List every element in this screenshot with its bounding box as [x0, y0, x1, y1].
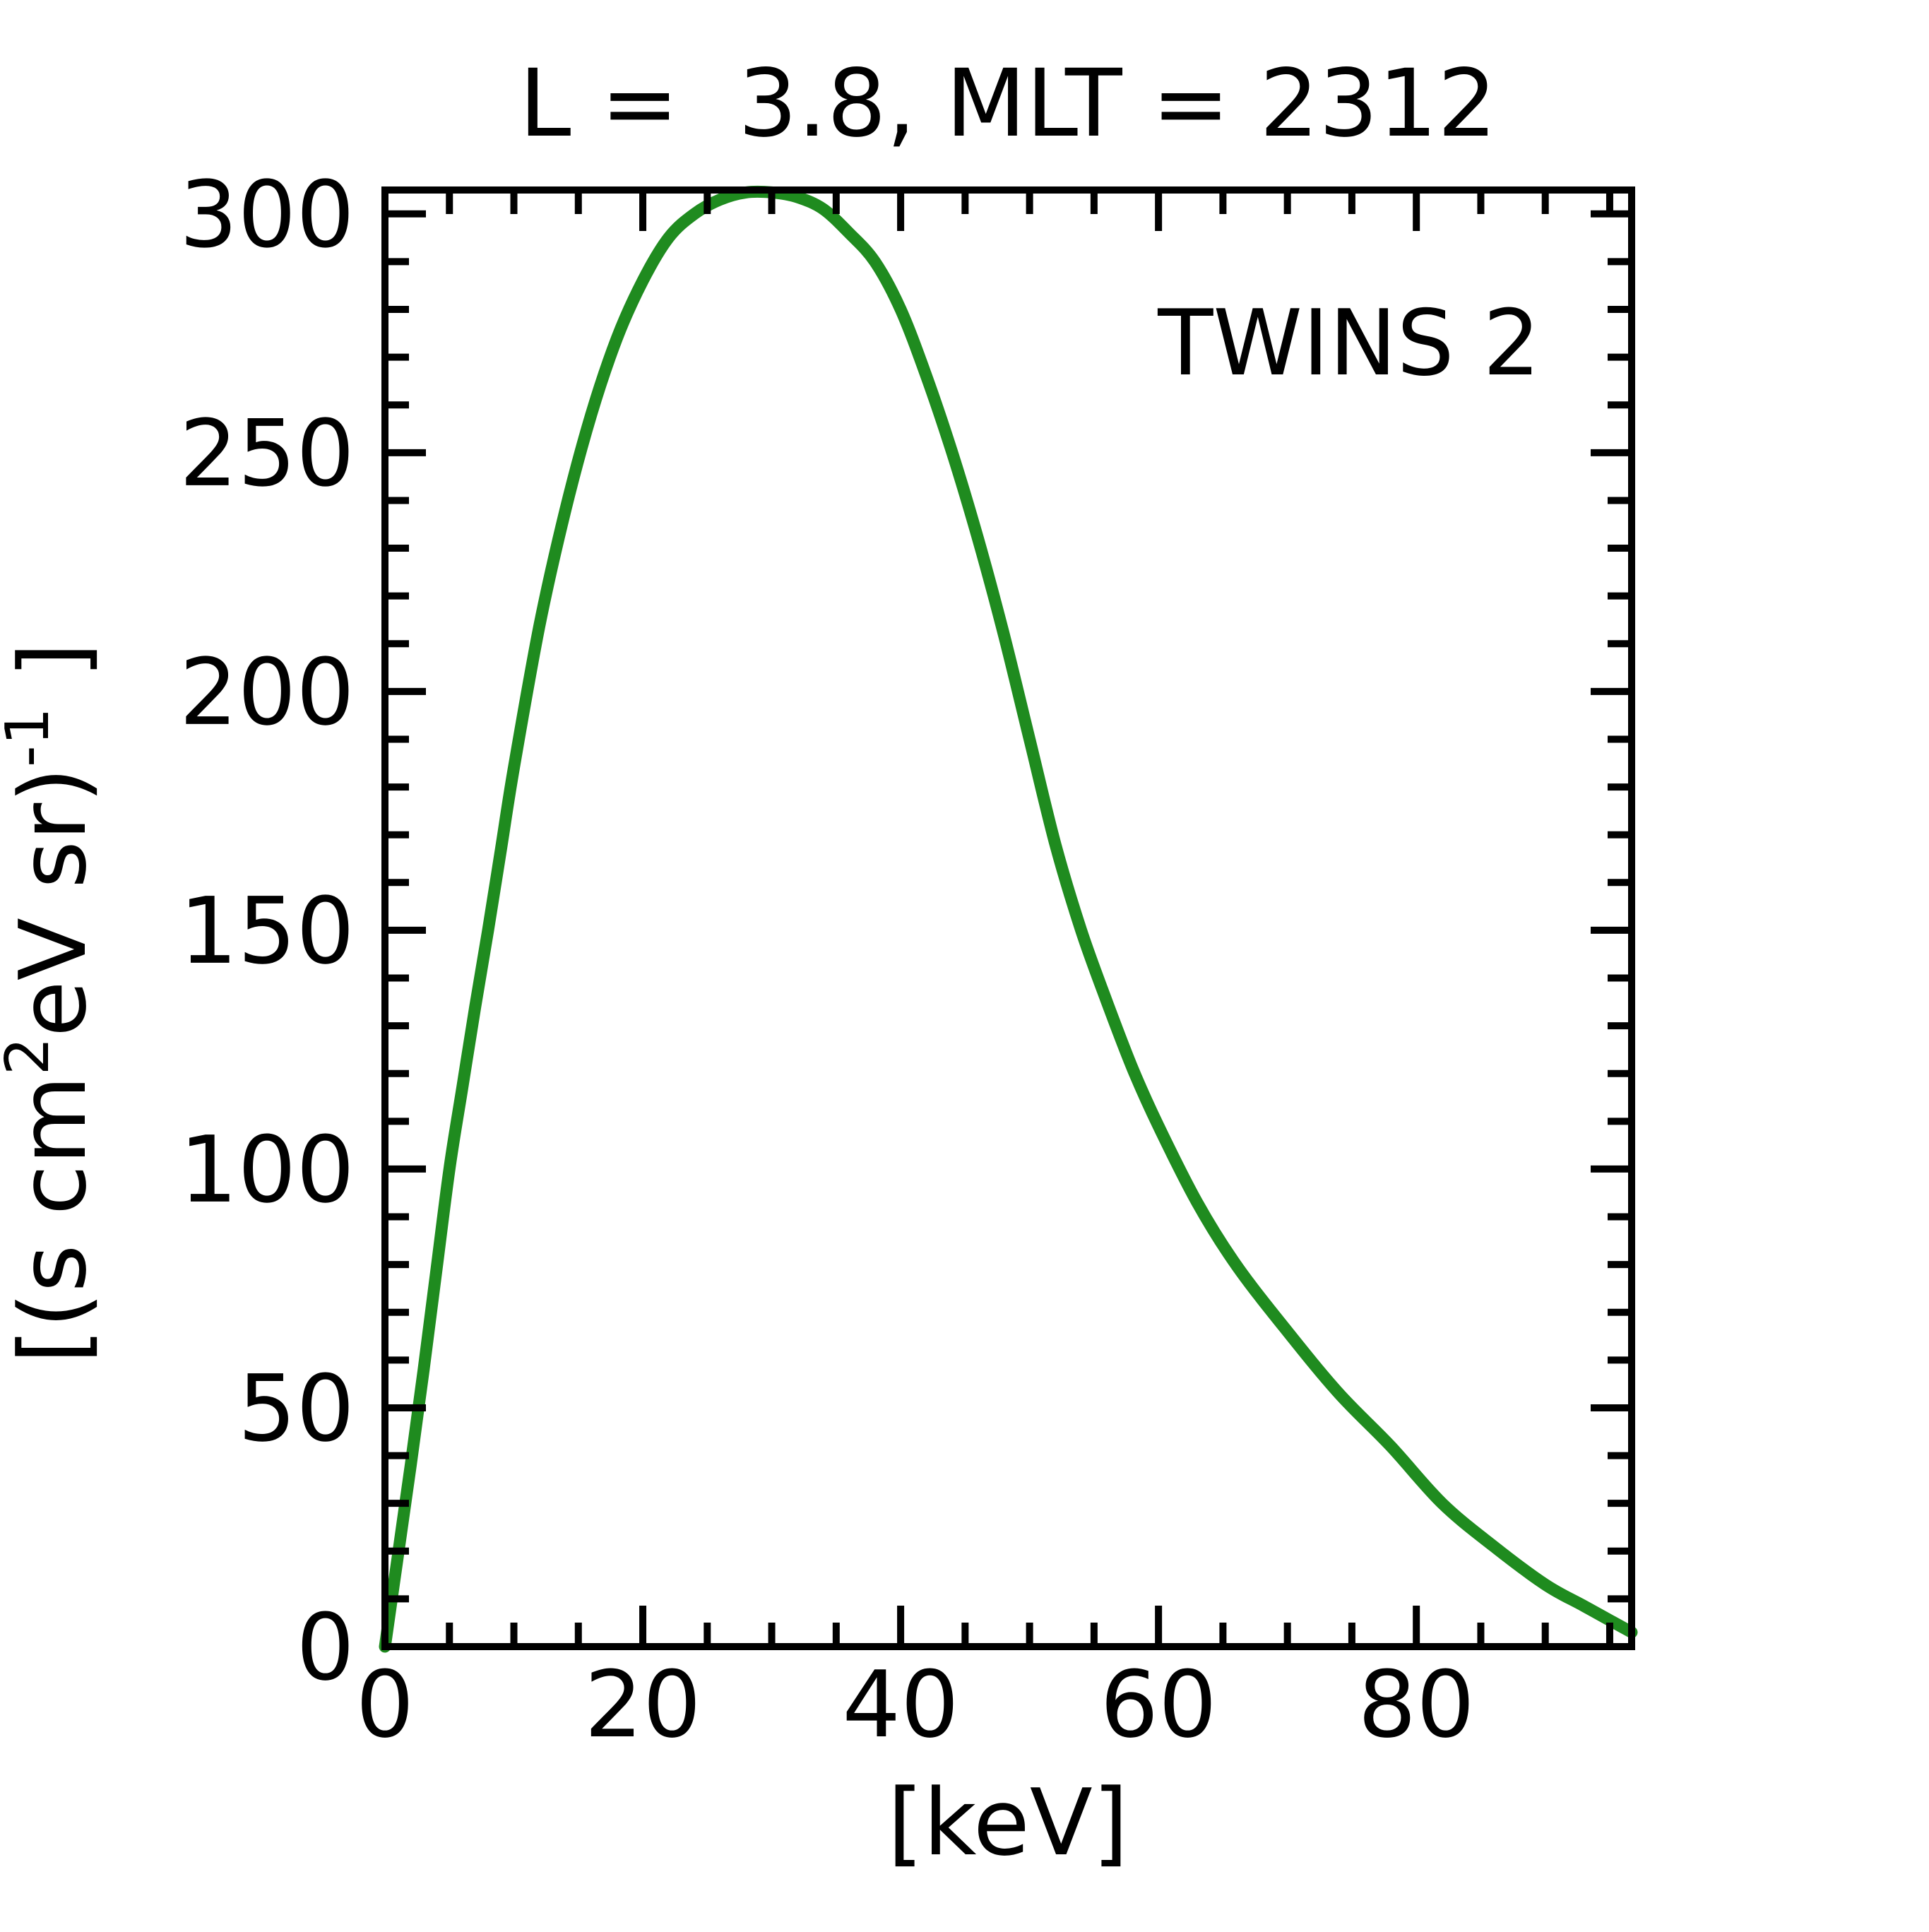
y-tick-labels: 0 50 100 150 200 250 300	[179, 161, 355, 1701]
curve-path	[379, 185, 1638, 1653]
series-curve-twins2	[379, 185, 1638, 1653]
y-tick-label: 150	[179, 877, 355, 985]
x-tick-label: 40	[842, 1651, 958, 1758]
y-tick-label: 0	[296, 1594, 355, 1701]
y-tick-label: 250	[179, 400, 355, 507]
plot-border	[381, 186, 1635, 1650]
chart-title: L = 3.8, MLT = 2312	[519, 49, 1497, 158]
x-tick-label: 80	[1358, 1651, 1474, 1758]
y-tick-label: 300	[179, 161, 355, 268]
x-axis-label: [keV]	[888, 1769, 1129, 1876]
y-tick-label: 100	[179, 1116, 355, 1223]
y-tick-label: 50	[238, 1355, 355, 1462]
y-axis-label: [(s cm2eV sr)-1 ]	[0, 642, 107, 1364]
y-tick-label: 200	[179, 639, 355, 746]
x-tick-label: 20	[584, 1651, 701, 1758]
x-tick-labels: 0 20 40 60 80	[356, 1651, 1475, 1758]
axes	[381, 186, 1635, 1650]
x-tick-label: 60	[1100, 1651, 1216, 1758]
series-label: TWINS 2	[1157, 291, 1541, 396]
x-tick-label: 0	[356, 1651, 415, 1758]
